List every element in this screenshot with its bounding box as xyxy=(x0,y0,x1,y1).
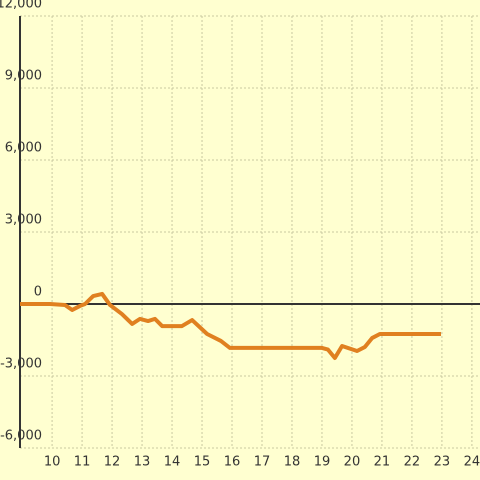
y-tick-label: 12,000 xyxy=(0,0,42,12)
x-tick-label: 24 xyxy=(464,455,480,470)
x-tick-label: 20 xyxy=(344,455,361,470)
x-tick-label: 21 xyxy=(374,455,391,470)
x-tick-label: 18 xyxy=(284,455,301,470)
x-tick-label: 19 xyxy=(314,455,331,470)
x-tick-label: 22 xyxy=(404,455,421,470)
y-tick-label: 6,000 xyxy=(5,141,42,156)
x-tick-label: 17 xyxy=(254,455,271,470)
y-tick-label: -3,000 xyxy=(0,357,42,372)
x-tick-label: 11 xyxy=(74,455,91,470)
y-tick-label: 9,000 xyxy=(5,69,42,84)
x-tick-label: 12 xyxy=(104,455,121,470)
line xyxy=(20,291,442,360)
x-tick-label: 13 xyxy=(134,455,151,470)
x-tick-label: 14 xyxy=(164,455,181,470)
x-tick-label: 10 xyxy=(44,455,61,470)
y-tick-label: 0 xyxy=(34,285,42,300)
x-tick-label: 16 xyxy=(224,455,241,470)
y-tick-label: -6,000 xyxy=(0,429,42,444)
x-tick-label: 15 xyxy=(194,455,211,470)
y-tick-label: 3,000 xyxy=(5,213,42,228)
x-tick-label: 23 xyxy=(434,455,451,470)
